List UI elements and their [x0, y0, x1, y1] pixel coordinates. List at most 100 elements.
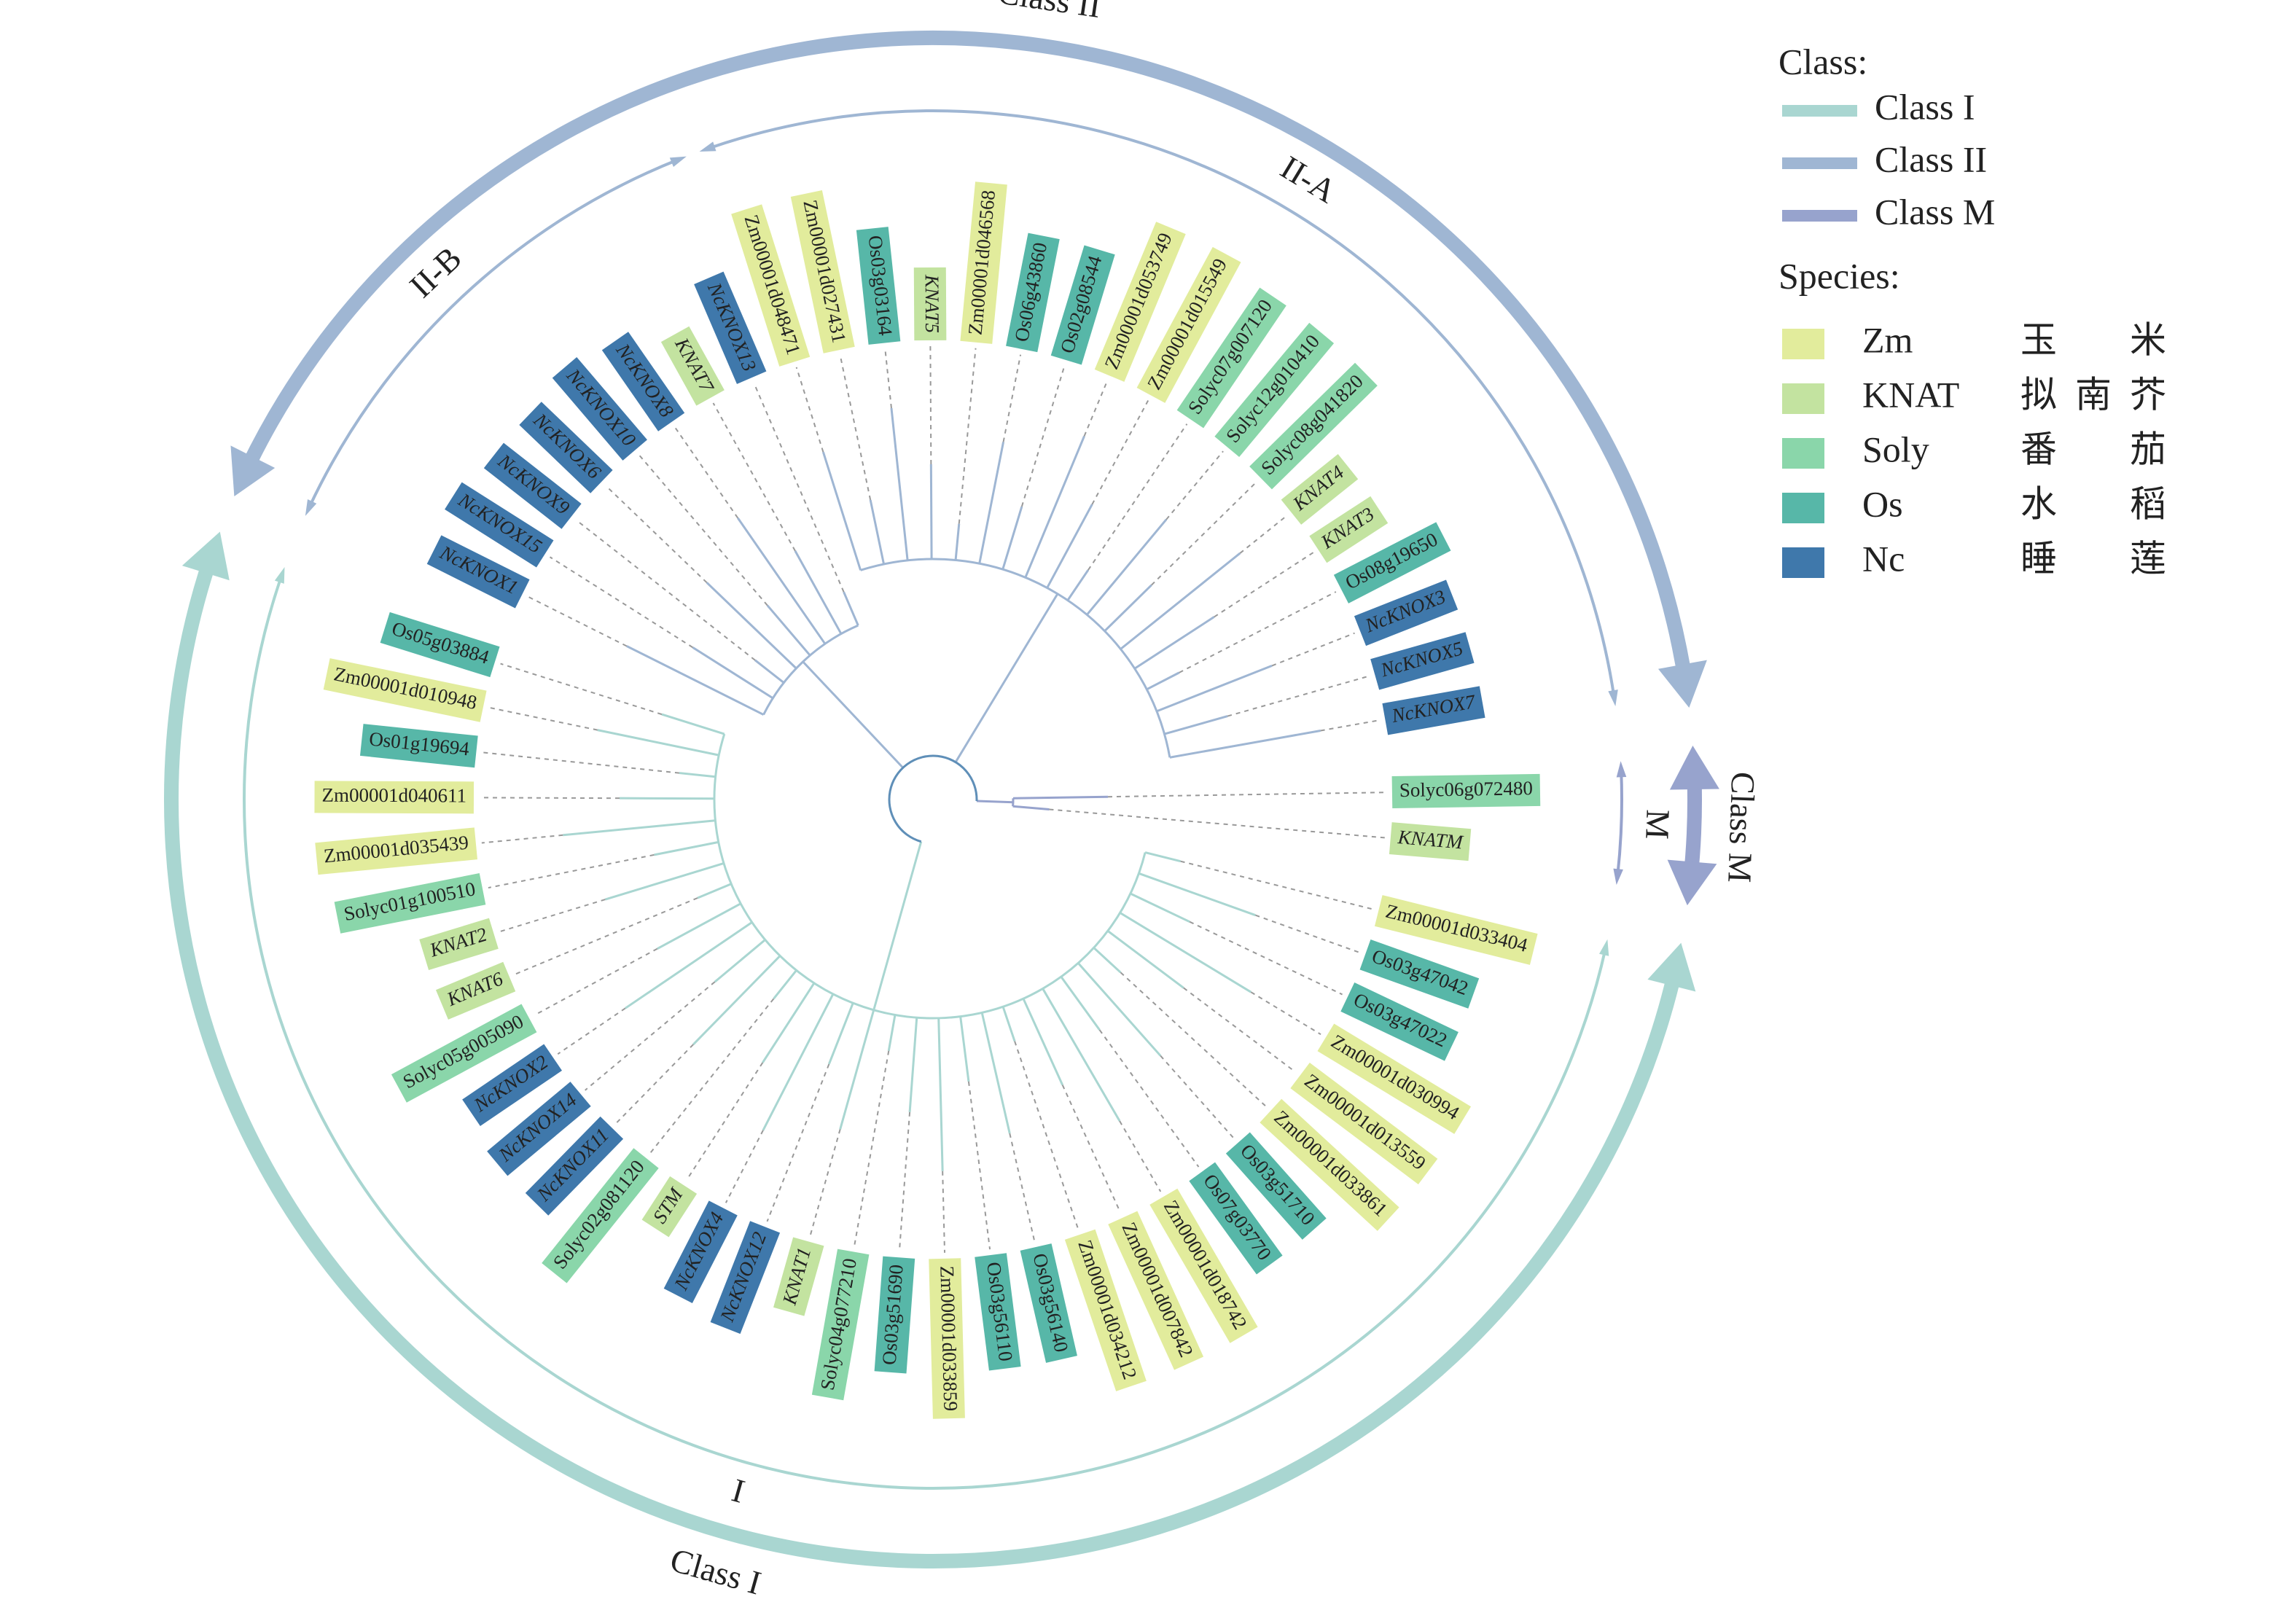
branch	[661, 713, 725, 735]
branch	[869, 499, 886, 565]
leader-line	[725, 1130, 764, 1203]
subclade-arc-head	[1599, 939, 1609, 956]
legend-class-title: Class:	[1778, 41, 1867, 82]
species-box	[960, 181, 1007, 344]
species-box	[1340, 982, 1459, 1061]
species-box	[426, 535, 530, 609]
branch	[959, 1016, 970, 1082]
leaf: Os03g56140	[1020, 1243, 1077, 1363]
species-box	[419, 918, 499, 970]
leader-line	[605, 485, 708, 584]
leaf-label: Zm00001d040611	[321, 784, 466, 807]
species-box	[929, 1258, 965, 1419]
leader-line	[1009, 1133, 1036, 1242]
species-box	[1374, 895, 1538, 965]
legend-species-title: Species:	[1778, 255, 1900, 296]
species-box	[542, 1148, 659, 1283]
species-box	[380, 612, 500, 678]
subclade-arc-head	[274, 566, 285, 584]
leader-line	[766, 1063, 830, 1222]
legend-swatch	[1782, 438, 1824, 469]
branch	[1024, 435, 1085, 578]
species-box	[1108, 1211, 1204, 1370]
branch	[1133, 616, 1215, 670]
species-box	[435, 961, 516, 1020]
species-box	[1020, 1243, 1077, 1363]
legend-code: Zm	[1862, 319, 1913, 360]
species-box	[315, 827, 477, 875]
species-box	[462, 1044, 562, 1126]
leaf-label: KNAT5	[921, 274, 943, 333]
leader-line	[1227, 675, 1370, 717]
leaf: Zm00001d035439	[315, 827, 477, 875]
legend-class: Class M	[1875, 191, 1995, 232]
leader-line	[1014, 1041, 1079, 1230]
branch	[890, 407, 909, 561]
leader-line	[712, 402, 796, 552]
species-box	[811, 1249, 870, 1401]
species-box	[519, 402, 613, 493]
branch	[827, 1002, 854, 1065]
branch	[626, 645, 765, 716]
species-box	[483, 442, 582, 529]
subclade-arc-head	[1613, 868, 1623, 886]
branch	[754, 659, 785, 684]
species-box	[790, 189, 855, 353]
leader-line	[480, 797, 620, 800]
species-box	[1260, 1098, 1399, 1231]
leader-line	[809, 1129, 841, 1237]
branch	[737, 517, 827, 645]
species-box	[1359, 939, 1480, 1009]
species-box	[1225, 1132, 1327, 1240]
leader-line	[615, 1044, 694, 1125]
tree	[480, 346, 1386, 1253]
branch	[604, 862, 725, 901]
leader-line	[673, 426, 739, 519]
subclade-arc-head	[1608, 689, 1618, 707]
leader-line	[898, 1111, 911, 1252]
class-arc-head	[1669, 746, 1719, 790]
branch	[954, 593, 1059, 763]
branch	[1104, 584, 1152, 632]
species-box	[710, 1221, 781, 1335]
legend-species: 玉米	[2020, 319, 2166, 360]
branch	[762, 624, 859, 716]
leader-line	[1020, 365, 1066, 507]
leader-line	[1271, 632, 1355, 667]
species-box	[601, 332, 685, 431]
leader-line	[1151, 481, 1257, 586]
leaf: Os06g43860	[1006, 233, 1060, 353]
branch	[1012, 805, 1050, 810]
leader-line	[1088, 423, 1188, 571]
legend-swatch	[1782, 547, 1824, 578]
leader-line	[1250, 991, 1321, 1036]
species-box	[1309, 496, 1389, 563]
subclade-arc	[1616, 770, 1623, 876]
leader-line	[1255, 914, 1360, 953]
branch	[563, 819, 716, 837]
branch	[1130, 892, 1190, 923]
branch	[872, 841, 923, 1011]
branch	[766, 604, 811, 657]
leader-line	[488, 853, 655, 889]
species-box	[773, 1237, 824, 1316]
branch	[1156, 665, 1273, 713]
species-box	[359, 724, 478, 768]
legend-class: Class II	[1875, 138, 1987, 179]
branch	[1169, 730, 1321, 759]
leader-line	[482, 751, 680, 774]
species-box	[445, 482, 554, 568]
species-box	[975, 1253, 1021, 1371]
leaf: Zm00001d033859	[929, 1258, 965, 1419]
species-box	[487, 1082, 591, 1176]
branch	[821, 451, 862, 571]
leaf: Os03g03164	[856, 227, 901, 345]
species-box	[314, 781, 475, 814]
species-box	[1391, 773, 1541, 809]
leader-line	[557, 1007, 626, 1055]
class-arc-head	[1647, 942, 1696, 992]
leaf: Solyc04g077210	[811, 1249, 870, 1401]
legend-code: KNAT	[1862, 374, 1959, 415]
leader-line	[1098, 1029, 1200, 1168]
branch	[762, 982, 816, 1063]
